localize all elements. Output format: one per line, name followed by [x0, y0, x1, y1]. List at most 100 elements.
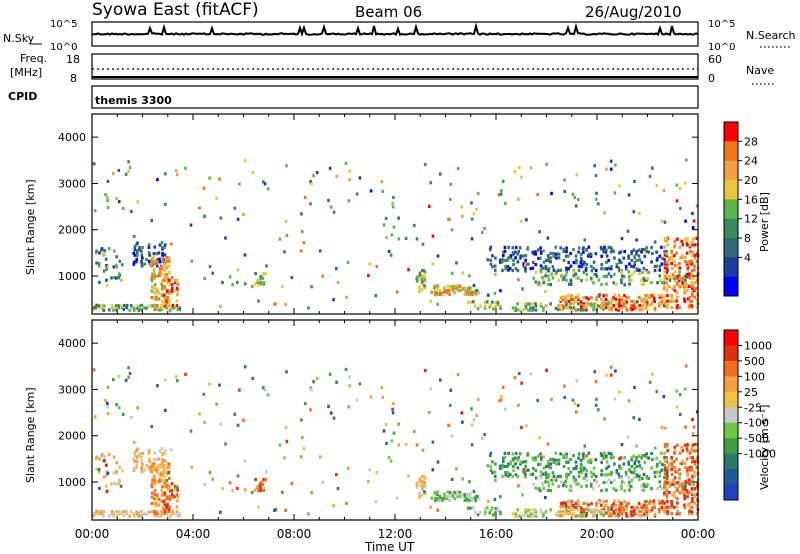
power-cell [620, 278, 623, 282]
velocity-cell [628, 514, 632, 518]
power-cell [156, 258, 159, 262]
power-cell [517, 197, 520, 201]
velocity-cell [607, 478, 611, 482]
velocity-cell [516, 508, 519, 512]
power-cell [167, 259, 171, 263]
velocity-cell [683, 493, 686, 497]
power-cell [580, 302, 583, 306]
velocity-cell [643, 454, 647, 458]
power-cell [632, 265, 635, 269]
velocity-cell [569, 507, 573, 511]
velocity-cell [461, 420, 464, 424]
power-cell [633, 306, 637, 310]
velocity-cell [499, 466, 502, 470]
power-cell [666, 299, 669, 303]
velocity-cell [638, 510, 641, 514]
power-cell [605, 282, 608, 286]
power-cell [218, 177, 221, 181]
power-cell [547, 256, 550, 260]
power-cell [686, 266, 690, 270]
velocity-cell [312, 380, 315, 384]
velocity-cell [466, 492, 470, 497]
power-cell [695, 236, 699, 240]
velocity-cell [259, 487, 262, 491]
colorbar-segment [724, 218, 738, 239]
freq-tick-bottom: 8 [70, 72, 77, 85]
velocity-cell [429, 505, 432, 509]
power-cell [456, 167, 460, 171]
velocity-cell [600, 503, 603, 507]
velocity-cell [163, 503, 167, 507]
power-cell [640, 297, 643, 301]
velocity-cell [575, 464, 578, 468]
power-cell [473, 304, 477, 308]
power-cell [165, 299, 168, 303]
velocity-cell [586, 460, 590, 464]
velocity-cell [117, 374, 121, 379]
velocity-cell [472, 489, 476, 494]
velocity-cell [574, 460, 578, 464]
velocity-cell [628, 480, 631, 484]
velocity-cell [132, 512, 136, 516]
velocity-cell [619, 507, 623, 511]
power-cell [658, 254, 662, 258]
power-cell [236, 268, 240, 272]
velocity-cell [150, 495, 154, 499]
velocity-cell [602, 480, 606, 485]
power-cell [679, 255, 682, 260]
power-cell [686, 275, 689, 279]
velocity-cell [541, 472, 545, 476]
power-cell [622, 275, 626, 279]
power-cell [609, 306, 613, 310]
power-cell [503, 258, 507, 262]
velocity-cell [580, 458, 583, 462]
power-cell [537, 281, 541, 285]
power-cell [529, 306, 532, 310]
velocity-cell [613, 462, 616, 466]
velocity-cell [691, 417, 694, 422]
power-cell [663, 299, 666, 303]
power-cell [429, 299, 432, 303]
velocity-cell [689, 455, 692, 460]
power-cell [691, 226, 695, 230]
velocity-cell [166, 465, 169, 470]
power-cell [155, 306, 159, 310]
power-cell [106, 206, 110, 210]
velocity-cell [673, 476, 677, 480]
velocity-cell [690, 505, 694, 509]
velocity-cell [580, 510, 583, 514]
power-cell [572, 248, 575, 252]
power-cell [623, 300, 626, 304]
power-cell [592, 304, 596, 308]
power-cell [575, 258, 578, 262]
velocity-cell [673, 490, 676, 495]
velocity-cell [160, 447, 164, 451]
power-cell [94, 251, 98, 255]
power-cell [168, 299, 171, 303]
velocity-cell [663, 459, 667, 463]
power-cell [160, 266, 163, 270]
power-cell [546, 258, 550, 263]
velocity-cell [638, 474, 641, 478]
velocity-cell [117, 406, 121, 410]
power-cell [589, 302, 593, 306]
power-cell [613, 272, 616, 276]
power-cell [329, 205, 333, 209]
velocity-cell [430, 496, 433, 500]
velocity-cell [665, 472, 669, 476]
power-cell [630, 264, 633, 268]
noise-tick-bottom-left: 10^0 [50, 42, 77, 53]
velocity-cell [684, 480, 687, 484]
power-cell [491, 265, 494, 269]
power-cell [456, 284, 460, 288]
velocity-cell [575, 482, 578, 486]
power-cell [651, 294, 654, 298]
power-cell [327, 198, 330, 202]
velocity-cell [587, 503, 590, 507]
velocity-cell [484, 510, 487, 514]
velocity-cell [572, 480, 576, 484]
velocity-cell [684, 364, 688, 368]
power-cell [666, 303, 669, 308]
power-cell [242, 212, 245, 216]
velocity-cell [140, 514, 144, 518]
